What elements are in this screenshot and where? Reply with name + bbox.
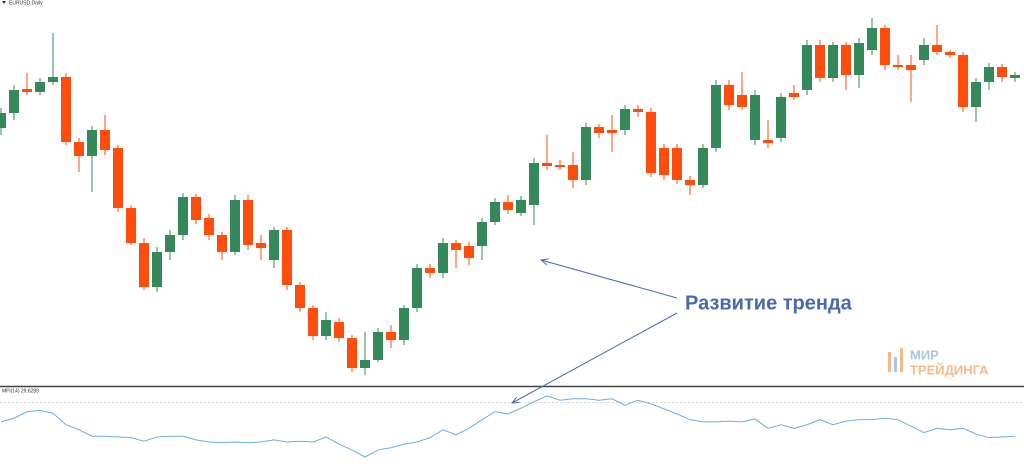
- candle-body: [347, 338, 357, 368]
- candle-body: [100, 130, 110, 150]
- candle-body: [633, 109, 643, 112]
- candle-body: [594, 127, 604, 133]
- candle-body: [867, 28, 877, 50]
- candle-body: [61, 77, 71, 142]
- candle-body: [425, 268, 435, 273]
- candle-body: [438, 243, 448, 273]
- candle-body: [113, 148, 123, 208]
- logo-text: МИР: [910, 347, 939, 362]
- candle-body: [776, 97, 786, 138]
- candle-body: [152, 252, 162, 287]
- candle-body: [295, 285, 305, 308]
- candle-body: [386, 332, 396, 340]
- candle-body: [854, 43, 864, 75]
- logo-icon: [900, 348, 903, 372]
- candle-body: [620, 109, 630, 130]
- candle-body: [204, 218, 214, 235]
- candle-body: [503, 202, 513, 210]
- candle-body: [945, 52, 955, 55]
- candle-body: [308, 308, 318, 336]
- candle-body: [217, 235, 227, 252]
- candle-body: [672, 148, 682, 180]
- candle-body: [815, 45, 825, 78]
- candle-body: [464, 246, 474, 258]
- candle-body: [737, 95, 747, 107]
- candle-body: [919, 45, 929, 60]
- candle-body: [451, 243, 461, 250]
- candle-body: [126, 208, 136, 243]
- candle-body: [958, 55, 968, 107]
- arrow: [512, 312, 678, 403]
- candle-body: [984, 67, 994, 82]
- candle-body: [256, 243, 266, 248]
- candle-body: [516, 200, 526, 213]
- candle-body: [334, 322, 344, 338]
- candle-body: [191, 197, 201, 220]
- candle-body: [399, 308, 409, 340]
- candle-body: [724, 85, 734, 105]
- candle-body: [282, 230, 292, 285]
- marks: [0, 18, 1024, 458]
- candle-body: [412, 268, 422, 308]
- candle-body: [477, 222, 487, 246]
- symbol-icon: [2, 1, 6, 4]
- candle-body: [659, 148, 669, 175]
- logo-icon: [888, 352, 891, 372]
- candle-body: [750, 95, 760, 140]
- candle-body: [997, 67, 1007, 77]
- candle-body: [269, 230, 279, 260]
- candle-body: [802, 45, 812, 90]
- chart-title: EURUSD,Daily: [9, 0, 43, 6]
- candle-body: [1010, 75, 1020, 78]
- candle-body: [139, 243, 149, 287]
- candle-body: [0, 113, 6, 128]
- candle-body: [22, 89, 32, 92]
- candle-body: [711, 85, 721, 148]
- candle-body: [243, 200, 253, 245]
- annotation: Развитие тренда: [685, 292, 853, 314]
- candle-body: [35, 82, 45, 92]
- candle-body: [230, 200, 240, 252]
- candle-body: [48, 77, 58, 82]
- candle-body: [87, 130, 97, 156]
- candle-body: [165, 235, 175, 252]
- candle-body: [685, 180, 695, 185]
- candle-body: [607, 130, 617, 133]
- candle-body: [542, 163, 552, 166]
- candle-body: [529, 163, 539, 205]
- candle-body: [373, 332, 383, 360]
- candle-body: [763, 140, 773, 143]
- candle-body: [581, 127, 591, 180]
- candle-body: [490, 202, 500, 222]
- logo-text: ТРЕЙДИНГА: [910, 362, 989, 377]
- indicator-title: MFI(14) 29.6289: [2, 388, 39, 394]
- candle-body: [178, 197, 188, 235]
- arrow: [541, 260, 678, 299]
- candle-body: [893, 65, 903, 67]
- candle-body: [74, 142, 84, 156]
- indicator-line: [0, 395, 1016, 458]
- candle-body: [568, 165, 578, 180]
- candle-body: [555, 165, 565, 167]
- candle-body: [646, 112, 656, 173]
- candle-body: [9, 90, 19, 113]
- candle-body: [321, 320, 331, 336]
- candle-body: [880, 28, 890, 65]
- candle-body: [360, 360, 370, 368]
- candle-body: [932, 45, 942, 52]
- candle-body: [828, 45, 838, 78]
- candle-body: [971, 82, 981, 107]
- logo-icon: [894, 357, 897, 372]
- candle-body: [698, 148, 708, 185]
- candle-body: [841, 45, 851, 75]
- logo: МИР ТРЕЙДИНГА: [888, 347, 989, 377]
- candle-body: [789, 93, 799, 97]
- candle-body: [906, 65, 916, 70]
